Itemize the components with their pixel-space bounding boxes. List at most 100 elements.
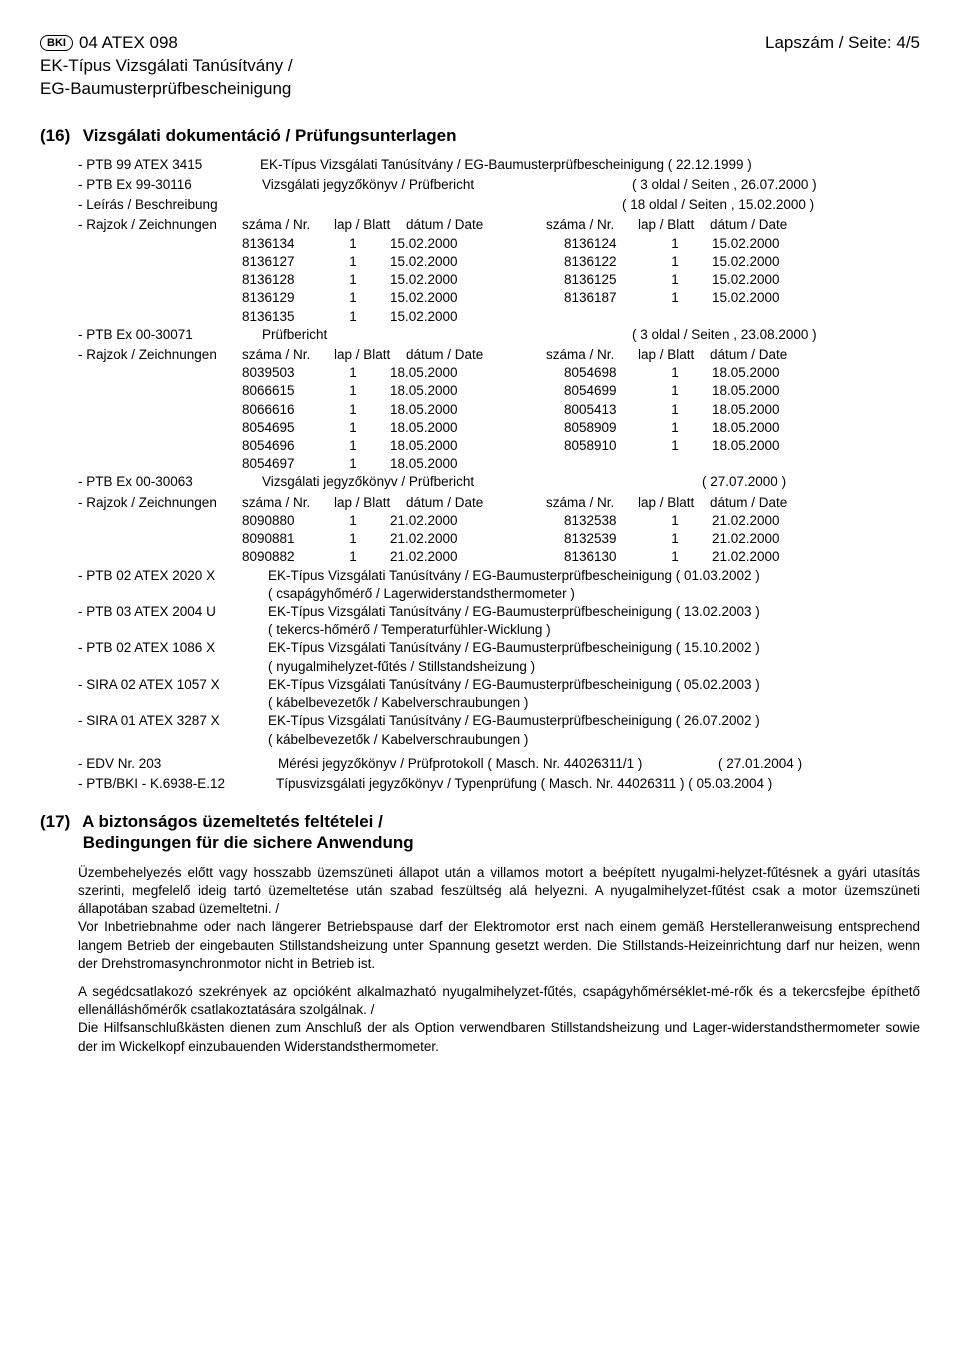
draw-lap-2: 1 xyxy=(656,548,694,566)
draw-num: 8136127 xyxy=(242,253,334,271)
ptbex00a-row: - PTB Ex 00-30071 Prüfbericht ( 3 oldal … xyxy=(78,326,920,344)
draw-date-2: 15.02.2000 xyxy=(694,271,780,289)
draw-lap: 1 xyxy=(334,235,372,253)
sec17-p1: Üzembehelyezés előtt vagy hosszabb üzems… xyxy=(78,864,920,919)
section-17-title-1: A biztonságos üzemeltetés feltételei / xyxy=(82,812,383,831)
rajz-h5: lap / Blatt xyxy=(638,216,710,234)
ptb99-row: - PTB 99 ATEX 3415 EK-Típus Vizsgálati T… xyxy=(78,156,920,174)
cert-label: - PTB 02 ATEX 1086 X xyxy=(78,639,268,657)
cert-text-2: ( kábelbevezetők / Kabelverschraubungen … xyxy=(268,694,920,712)
draw-lap-2: 1 xyxy=(656,419,694,437)
page-header: BKI 04 ATEX 098 EK-Típus Vizsgálati Tanú… xyxy=(40,32,920,101)
draw-num: 8054696 xyxy=(242,437,334,455)
draw-date: 15.02.2000 xyxy=(372,235,564,253)
rajz-h4: száma / Nr. xyxy=(546,216,638,234)
draw-num-2: 8136125 xyxy=(564,271,656,289)
cert-text-2: ( tekercs-hőmérő / Temperaturfühler-Wick… xyxy=(268,621,920,639)
draw-lap-2: 1 xyxy=(656,289,694,307)
table-row: 8054697118.05.2000 xyxy=(78,455,920,473)
edv-row: - EDV Nr. 203 Mérési jegyzőkönyv / Prüfp… xyxy=(78,755,920,773)
section-17-title-2: Bedingungen für die sichere Anwendung xyxy=(83,833,414,852)
ptb99-label: - PTB 99 ATEX 3415 xyxy=(78,156,252,174)
draw-date-2 xyxy=(694,308,712,326)
sec17-p2: Vor Inbetriebnahme oder nach längerer Be… xyxy=(78,918,920,973)
cert-row: - PTB 02 ATEX 1086 XEK-Típus Vizsgálati … xyxy=(78,639,920,657)
table-row: 8136134115.02.20008136124115.02.2000 xyxy=(78,235,920,253)
ptbbki-text: Típusvizsgálati jegyzőkönyv / Typenprüfu… xyxy=(268,775,920,793)
cert-text-2: ( csapágyhőmérő / Lagerwiderstandsthermo… xyxy=(268,585,920,603)
draw-date: 18.05.2000 xyxy=(372,419,564,437)
cert-text-2: ( nyugalmihelyzet-fűtés / Stillstandshei… xyxy=(268,658,920,676)
table-row: 8054696118.05.20008058910118.05.2000 xyxy=(78,437,920,455)
doc-ref-row: BKI 04 ATEX 098 xyxy=(40,32,293,55)
draw-num: 8090882 xyxy=(242,548,334,566)
table-row: 8136128115.02.20008136125115.02.2000 xyxy=(78,271,920,289)
ptbex00b-mid: Vizsgálati jegyzőkönyv / Prüfbericht xyxy=(252,473,702,491)
draw-lap-2: 1 xyxy=(656,382,694,400)
rajz-h1c: száma / Nr. xyxy=(242,494,334,512)
sec17-p3: A segédcsatlakozó szekrények az opciókén… xyxy=(78,983,920,1019)
ptbex00a-mid: Prüfbericht xyxy=(252,326,632,344)
draw-num-2: 8132539 xyxy=(564,530,656,548)
section-17-heading: (17) A biztonságos üzemeltetés feltétele… xyxy=(40,811,920,854)
draw-num: 8054697 xyxy=(242,455,334,473)
draw-date-2 xyxy=(694,455,712,473)
rajz-h2: lap / Blatt xyxy=(334,216,406,234)
cert-label: - PTB 03 ATEX 2004 U xyxy=(78,603,268,621)
draw-date: 18.05.2000 xyxy=(372,364,564,382)
draw-num-2: 8136130 xyxy=(564,548,656,566)
cert-list: - PTB 02 ATEX 2020 XEK-Típus Vizsgálati … xyxy=(40,567,920,749)
rajz-h3c: dátum / Date xyxy=(406,494,546,512)
draw-lap-2: 1 xyxy=(656,253,694,271)
draw-lap: 1 xyxy=(334,271,372,289)
draw-lap-2 xyxy=(656,308,694,326)
rajz-h4c: száma / Nr. xyxy=(546,494,638,512)
cert-text-1: EK-Típus Vizsgálati Tanúsítvány / EG-Bau… xyxy=(268,567,920,585)
ptbex99-mid: Vizsgálati jegyzőkönyv / Prüfbericht xyxy=(252,176,632,194)
rajz2-header-row: - Rajzok / Zeichnungen száma / Nr. lap /… xyxy=(78,346,920,364)
table-row: 8066616118.05.20008005413118.05.2000 xyxy=(78,401,920,419)
table-row: 8039503118.05.20008054698118.05.2000 xyxy=(78,364,920,382)
bki-logo: BKI xyxy=(40,35,73,51)
table-row: 8136135115.02.2000 xyxy=(78,308,920,326)
draw-num-2: 8132538 xyxy=(564,512,656,530)
cert-label: - SIRA 01 ATEX 3287 X xyxy=(78,712,268,730)
draw-num: 8136135 xyxy=(242,308,334,326)
cert-row-sub: ( kábelbevezetők / Kabelverschraubungen … xyxy=(78,694,920,712)
table-row: 8136129115.02.20008136187115.02.2000 xyxy=(78,289,920,307)
header-left: BKI 04 ATEX 098 EK-Típus Vizsgálati Tanú… xyxy=(40,32,293,101)
draw-num-2: 8005413 xyxy=(564,401,656,419)
draw-lap: 1 xyxy=(334,253,372,271)
draw-lap: 1 xyxy=(334,419,372,437)
draw-date-2: 18.05.2000 xyxy=(694,437,780,455)
edv-mid: Mérési jegyzőkönyv / Prüfprotokoll ( Mas… xyxy=(268,755,718,773)
rajz-h2c: lap / Blatt xyxy=(334,494,406,512)
table-row: 8054695118.05.20008058909118.05.2000 xyxy=(78,419,920,437)
cert-row-sub: ( nyugalmihelyzet-fűtés / Stillstandshei… xyxy=(78,658,920,676)
rajz-h5b: lap / Blatt xyxy=(638,346,710,364)
draw-date-2: 15.02.2000 xyxy=(694,253,780,271)
draw-num-2 xyxy=(564,308,656,326)
draw-num: 8090880 xyxy=(242,512,334,530)
draw-lap: 1 xyxy=(334,548,372,566)
rajz3-label: - Rajzok / Zeichnungen xyxy=(78,494,242,512)
draw-date: 15.02.2000 xyxy=(372,271,564,289)
draw-num-2: 8136187 xyxy=(564,289,656,307)
draw-num: 8066615 xyxy=(242,382,334,400)
draw-lap-2: 1 xyxy=(656,437,694,455)
draw-date: 18.05.2000 xyxy=(372,401,564,419)
draw-date: 18.05.2000 xyxy=(372,455,564,473)
draw-date-2: 18.05.2000 xyxy=(694,401,780,419)
rajz-h6c: dátum / Date xyxy=(710,494,787,512)
ptb99-text: EK-Típus Vizsgálati Tanúsítvány / EG-Bau… xyxy=(252,156,920,174)
section-17-number: (17) xyxy=(40,811,78,832)
draw-num: 8066616 xyxy=(242,401,334,419)
rajz-h4b: száma / Nr. xyxy=(546,346,638,364)
rajz2-label: - Rajzok / Zeichnungen xyxy=(78,346,242,364)
draw-lap-2: 1 xyxy=(656,530,694,548)
cert-row-sub: ( kábelbevezetők / Kabelverschraubungen … xyxy=(78,731,920,749)
table-row: 8090881121.02.20008132539121.02.2000 xyxy=(78,530,920,548)
edv-label: - EDV Nr. 203 xyxy=(78,755,268,773)
ptbex00b-label: - PTB Ex 00-30063 xyxy=(78,473,252,491)
draw-num-2: 8054699 xyxy=(564,382,656,400)
